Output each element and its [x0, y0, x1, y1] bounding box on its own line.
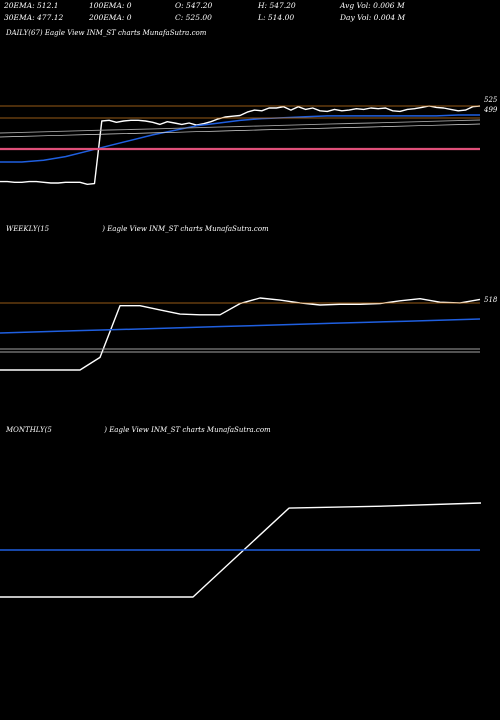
daily-price-label-1: 499 — [483, 106, 498, 114]
weekly-panel-label: WEEKLY(15 ) Eagle View INM_ST charts Mun… — [6, 225, 269, 233]
daily-ema-blue-line-1 — [0, 114, 480, 163]
daily-ema-gray-shadow-line — [0, 123, 481, 138]
daily-label-right: View INM_ST charts MunafaSutra.com — [67, 29, 207, 37]
weekly-label-right: ) Eagle View INM_ST charts MunafaSutra.c… — [102, 225, 269, 233]
daily-price-line-0 — [0, 105, 481, 186]
monthly-panel-label: MONTHLY(5 ) Eagle View INM_ST charts Mun… — [6, 426, 271, 434]
day-vol-readout: Day Vol: 0.004 M — [340, 13, 406, 22]
open-readout: O: 547.20 — [175, 1, 213, 10]
high-readout: H: 547.20 — [258, 1, 296, 10]
monthly-price-line-0 — [0, 502, 482, 598]
ema20-readout: 20EMA: 512.1 — [4, 1, 59, 10]
ema30-readout: 30EMA: 477.12 — [4, 13, 64, 22]
weekly-label-left: WEEKLY(15 — [6, 225, 50, 233]
ema100-readout: 100EMA: 0 — [89, 1, 132, 10]
low-readout: L: 514.00 — [258, 13, 295, 22]
weekly-price-line-0 — [0, 297, 481, 371]
avg-vol-readout: Avg Vol: 0.006 M — [340, 1, 405, 10]
daily-panel-label: DAILY(67) Eagle View INM_ST charts Munaf… — [6, 29, 206, 37]
daily-ema-gray-line-2 — [0, 119, 481, 134]
monthly-label-left: MONTHLY(5 — [6, 426, 52, 434]
daily-label-left: DAILY(67) Eagle — [6, 29, 65, 37]
daily-price-label-0: 525 — [484, 96, 498, 104]
weekly-ema-blue-line-1 — [0, 318, 481, 334]
weekly-price-label-0: 518 — [484, 296, 498, 304]
ema200-readout: 200EMA: 0 — [89, 13, 132, 22]
close-readout: C: 525.00 — [175, 13, 212, 22]
monthly-label-right: ) Eagle View INM_ST charts MunafaSutra.c… — [104, 426, 271, 434]
